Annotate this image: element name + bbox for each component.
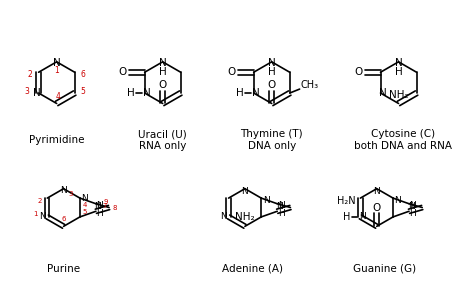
Text: H: H (159, 67, 166, 77)
Text: N: N (97, 201, 103, 210)
Text: Uracil (U)
RNA only: Uracil (U) RNA only (138, 129, 187, 151)
Text: Thymine (T)
DNA only: Thymine (T) DNA only (240, 129, 303, 151)
Text: O: O (159, 80, 167, 90)
Text: N: N (242, 187, 248, 196)
Text: Purine: Purine (47, 264, 80, 274)
Text: NH₂: NH₂ (389, 90, 408, 99)
Text: N: N (374, 187, 380, 196)
Text: 5: 5 (80, 87, 85, 95)
Text: H: H (278, 209, 284, 218)
Text: 1: 1 (54, 66, 59, 75)
Text: O: O (228, 67, 236, 77)
Text: 2: 2 (27, 70, 32, 79)
Text: N: N (276, 202, 283, 211)
Text: 4: 4 (82, 202, 87, 208)
Text: 6: 6 (61, 216, 66, 222)
Text: 7: 7 (102, 203, 107, 209)
Text: 2: 2 (37, 198, 42, 204)
Text: N: N (408, 202, 414, 211)
Text: N: N (220, 212, 227, 221)
Text: N: N (379, 88, 386, 98)
Text: N: N (60, 186, 67, 195)
Text: O: O (373, 203, 381, 212)
Text: 6: 6 (80, 70, 85, 79)
Text: N: N (278, 201, 284, 210)
Text: N: N (410, 201, 416, 210)
Text: H: H (343, 212, 350, 222)
Text: 5: 5 (82, 209, 87, 215)
Text: N: N (268, 58, 275, 68)
Text: 1: 1 (33, 211, 37, 217)
Text: H: H (410, 209, 416, 218)
Text: N: N (263, 196, 270, 204)
Text: N: N (159, 58, 166, 68)
Text: N: N (82, 194, 88, 203)
Text: N: N (53, 58, 61, 68)
Text: H: H (395, 67, 402, 77)
Text: O: O (267, 80, 276, 90)
Text: N: N (359, 212, 366, 221)
Text: 8: 8 (113, 204, 117, 211)
Text: Cytosine (C)
both DNA and RNA: Cytosine (C) both DNA and RNA (355, 129, 453, 151)
Text: H: H (127, 88, 135, 98)
Text: N: N (94, 202, 101, 211)
Text: O: O (118, 67, 127, 77)
Text: O: O (355, 67, 363, 77)
Text: N: N (395, 196, 401, 204)
Text: CH₃: CH₃ (301, 80, 319, 90)
Text: 3: 3 (68, 191, 73, 197)
Text: N: N (33, 88, 40, 98)
Text: N: N (395, 58, 402, 68)
Text: H: H (268, 67, 275, 77)
Text: NH₂: NH₂ (235, 212, 255, 222)
Text: 4: 4 (55, 92, 60, 101)
Text: Guanine (G): Guanine (G) (353, 264, 416, 274)
Text: 9: 9 (103, 199, 108, 205)
Text: 3: 3 (24, 87, 29, 95)
Text: H: H (97, 209, 103, 218)
Text: N: N (252, 88, 260, 98)
Text: Adenine (A): Adenine (A) (222, 264, 283, 274)
Text: N: N (143, 88, 151, 98)
Text: Pyrimidine: Pyrimidine (29, 135, 84, 145)
Text: H: H (236, 88, 244, 98)
Text: N: N (39, 212, 46, 221)
Text: H₂N: H₂N (337, 196, 356, 206)
